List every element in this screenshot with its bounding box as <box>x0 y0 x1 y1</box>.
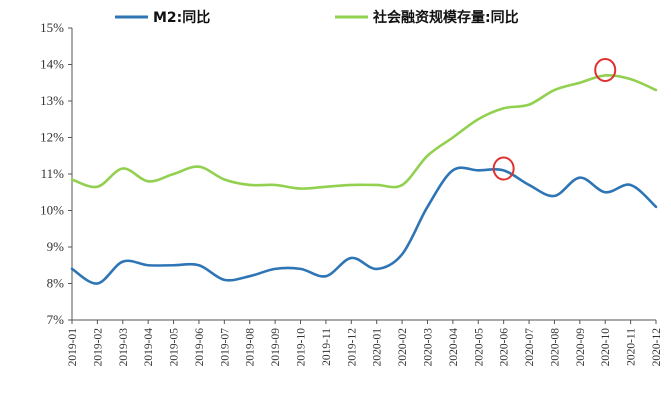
x-tick-label: 2020-07 <box>524 328 536 367</box>
x-tick-label: 2019-04 <box>143 328 155 367</box>
highlight-circle-1 <box>492 156 515 181</box>
y-tick-label: 9% <box>47 239 65 254</box>
x-tick-label: 2019-03 <box>118 328 130 367</box>
x-tick-label: 2020-12 <box>651 328 663 367</box>
x-tick-label: 2020-03 <box>422 328 434 367</box>
legend-label-m2: M2:同比 <box>153 9 210 26</box>
x-tick-label: 2019-09 <box>270 328 282 367</box>
y-tick-label: 14% <box>40 57 64 72</box>
x-tick-label: 2019-12 <box>346 328 358 367</box>
x-tick-label: 2019-10 <box>296 328 308 367</box>
y-tick-label: 10% <box>40 203 64 218</box>
y-tick-label: 8% <box>47 276 65 291</box>
x-tick-label: 2020-01 <box>372 328 384 367</box>
y-tick-label: 11% <box>41 166 65 181</box>
y-tick-label: 15% <box>40 20 64 35</box>
x-tick-label: 2020-04 <box>448 328 460 367</box>
series-line-m2 <box>70 166 658 285</box>
x-tick-label: 2019-07 <box>219 328 231 367</box>
y-tick-label: 13% <box>40 93 64 108</box>
x-tick-label: 2020-02 <box>397 328 409 367</box>
x-tick-label: 2020-06 <box>499 328 511 367</box>
x-tick-label: 2020-05 <box>473 328 485 367</box>
series-line-social-financing <box>70 74 658 190</box>
x-tick-label: 2019-11 <box>321 328 333 366</box>
x-axis-ticks: 2019-01 2019-02 2019-03 2019-04 2019-05 2019-… <box>67 320 663 366</box>
annotations <box>492 57 617 181</box>
x-tick-label: 2020-11 <box>626 328 638 366</box>
x-tick-label: 2020-10 <box>600 328 612 367</box>
x-tick-label: 2019-01 <box>67 328 79 367</box>
axes <box>71 28 656 321</box>
x-tick-label: 2020-08 <box>549 328 561 367</box>
x-tick-label: 2020-09 <box>575 328 587 367</box>
series-lines <box>70 74 658 285</box>
x-tick-label: 2019-05 <box>169 328 181 367</box>
x-tick-label: 2019-02 <box>92 328 104 367</box>
y-tick-label: 12% <box>40 130 64 145</box>
x-tick-label: 2019-06 <box>194 328 206 367</box>
legend: M2:同比 社会融资规模存量:同比 <box>115 9 519 26</box>
y-axis-ticks: 7% 8% 9% 10% 11% 12% 13% 14% 15% <box>40 20 72 327</box>
legend-label-social-financing: 社会融资规模存量:同比 <box>372 9 519 26</box>
x-tick-label: 2019-08 <box>245 328 257 367</box>
y-tick-label: 7% <box>47 312 65 327</box>
highlight-circle-2 <box>594 57 617 82</box>
